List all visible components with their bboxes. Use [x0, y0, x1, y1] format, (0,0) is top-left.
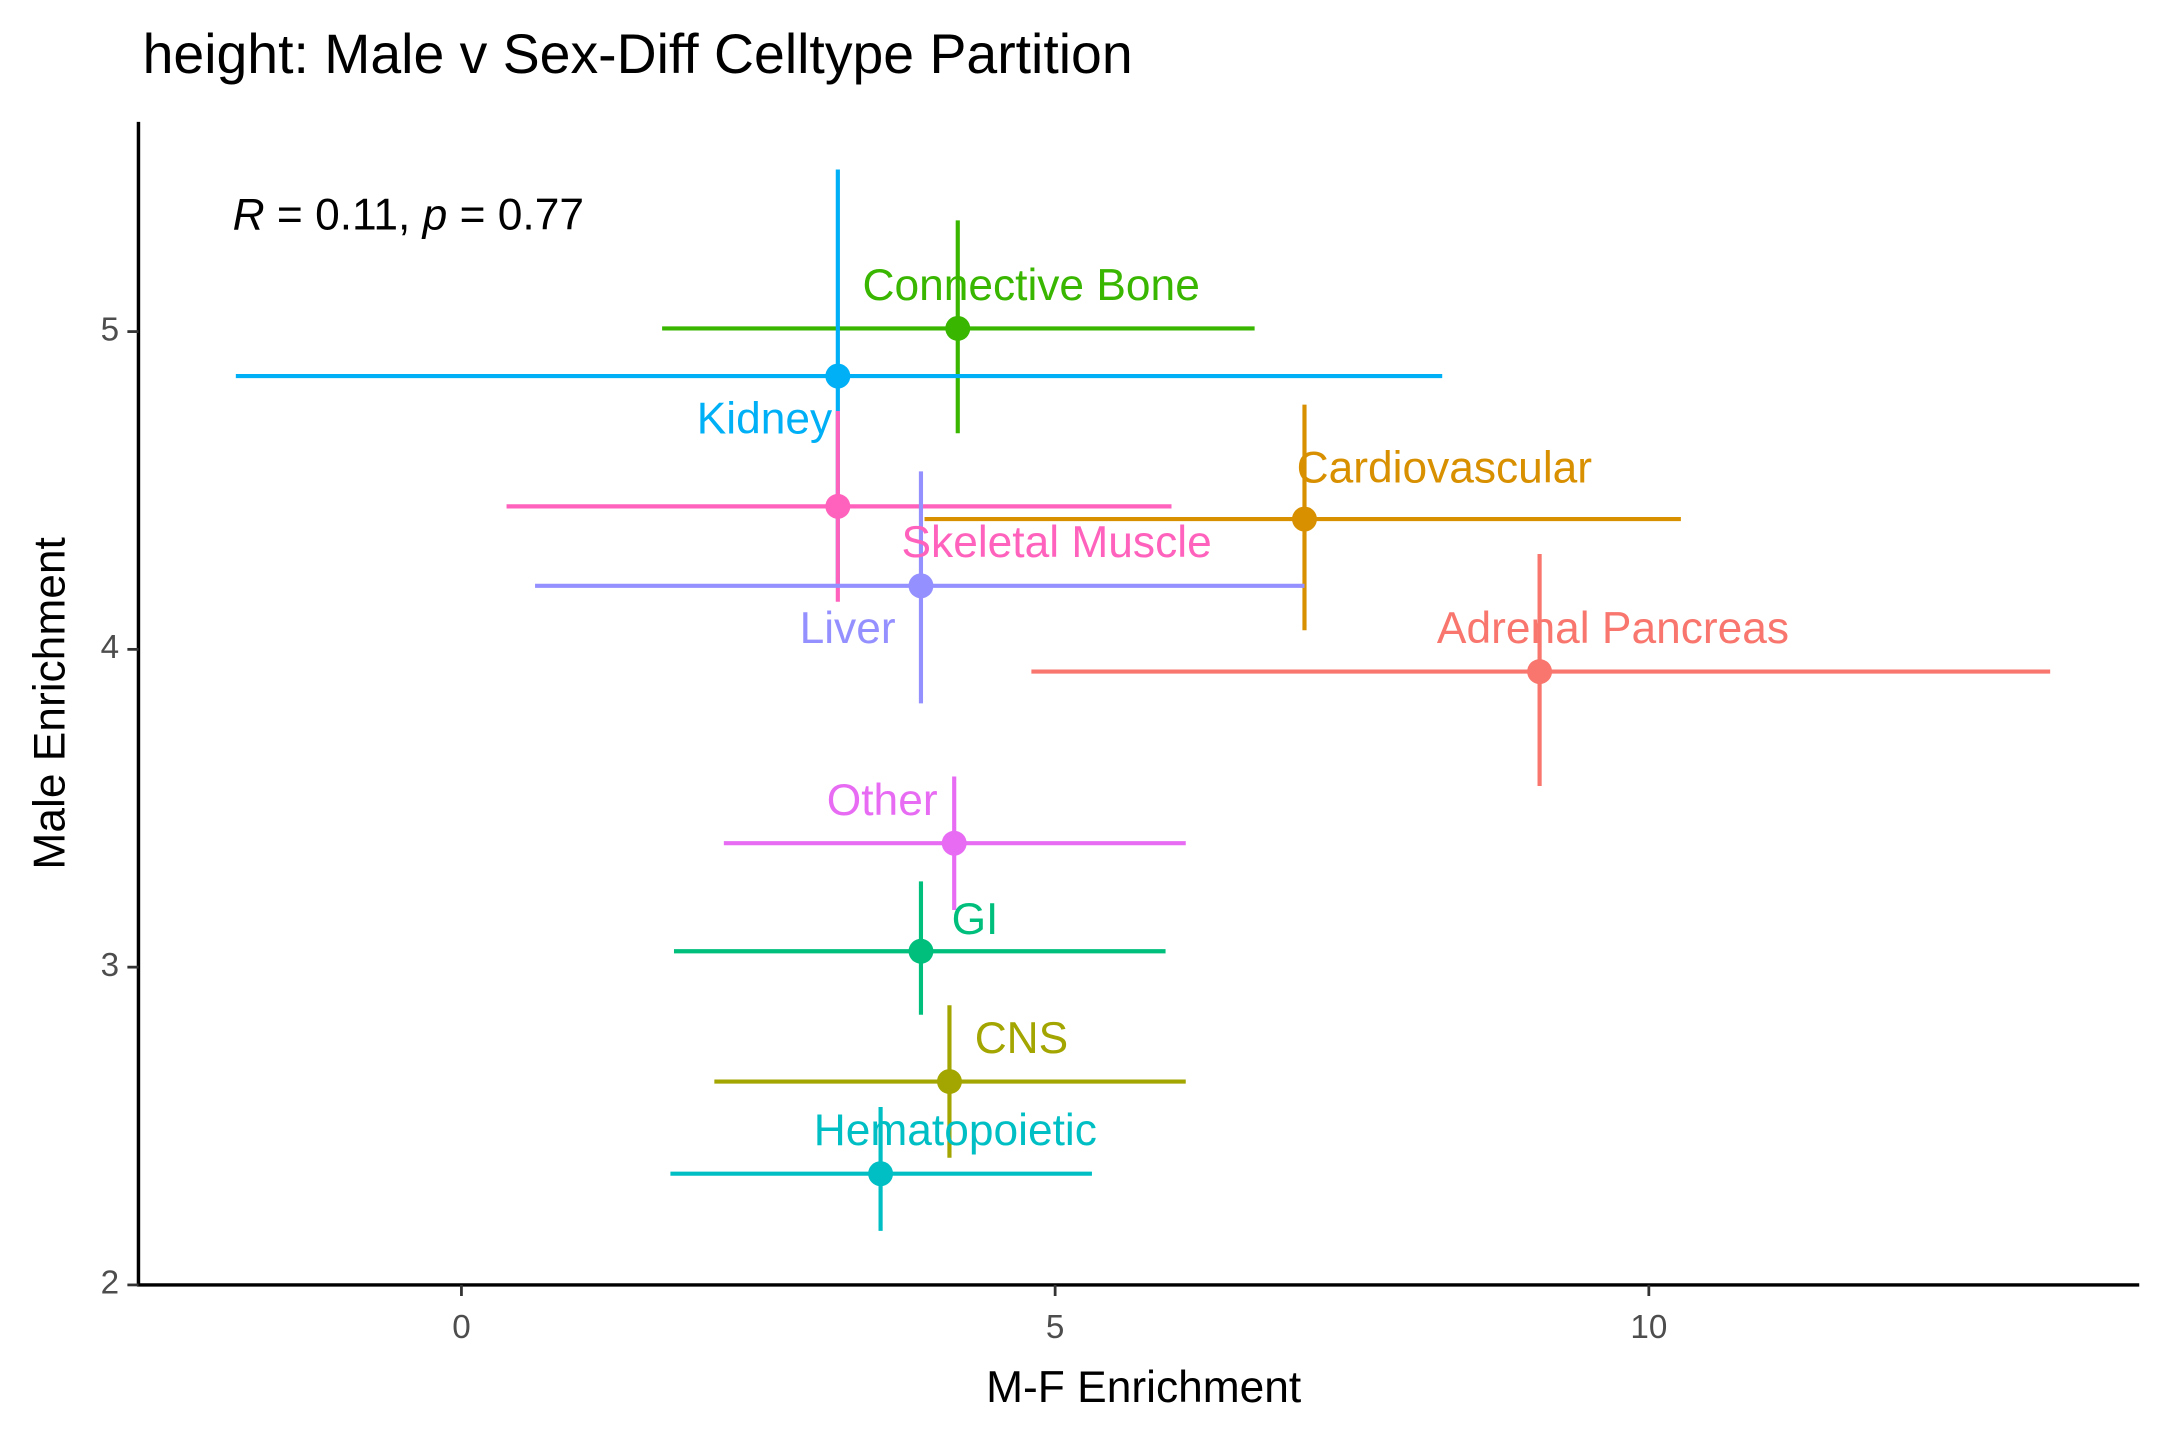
- point: [825, 363, 851, 389]
- point-label: CNS: [975, 1014, 1069, 1063]
- x-tick-label: 5: [1046, 1309, 1064, 1346]
- point: [908, 938, 934, 964]
- y-tick-label: 5: [101, 311, 119, 348]
- point: [941, 830, 967, 856]
- y-axis-title: Male Enrichment: [25, 537, 74, 869]
- point: [945, 315, 971, 341]
- x-tick-label: 10: [1630, 1309, 1667, 1346]
- y-tick-label: 4: [101, 629, 119, 666]
- point: [936, 1069, 962, 1095]
- point-label: Skeletal Muscle: [902, 518, 1212, 567]
- annotation: R = 0.11, p = 0.77: [233, 190, 584, 239]
- point-label: Hematopoietic: [814, 1106, 1097, 1155]
- x-tick-label: 0: [452, 1309, 470, 1346]
- annotation-part: = 0.77: [447, 190, 584, 239]
- point: [868, 1161, 894, 1187]
- point-label: Cardiovascular: [1297, 443, 1593, 492]
- point-label: Kidney: [697, 394, 833, 443]
- annotation-part: p: [421, 190, 448, 239]
- annotation-part: = 0.11,: [265, 190, 423, 239]
- point-label: Liver: [800, 604, 896, 653]
- point: [1292, 506, 1317, 532]
- x-axis-title: M-F Enrichment: [986, 1363, 1301, 1412]
- chart-title: height: Male v Sex-Diff Celltype Partiti…: [143, 23, 1133, 85]
- point: [825, 493, 851, 519]
- point-label: Adrenal Pancreas: [1437, 604, 1789, 653]
- point: [1527, 659, 1553, 685]
- y-tick-label: 2: [101, 1265, 119, 1302]
- point-label: Connective Bone: [862, 261, 1199, 310]
- point-label: Other: [827, 776, 938, 825]
- annotation-part: R: [233, 190, 265, 239]
- y-tick-label: 3: [101, 947, 119, 984]
- point-label: GI: [952, 895, 999, 944]
- point: [908, 573, 934, 599]
